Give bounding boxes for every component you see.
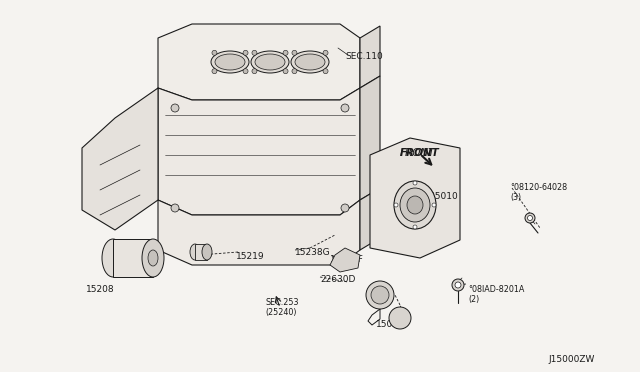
Text: 15219: 15219 [236, 252, 264, 261]
Circle shape [252, 69, 257, 74]
Text: °08120-64028
(3): °08120-64028 (3) [510, 183, 567, 202]
Text: FRONT: FRONT [400, 148, 435, 158]
Circle shape [292, 50, 297, 55]
Polygon shape [360, 76, 380, 200]
Ellipse shape [389, 307, 411, 329]
Polygon shape [82, 88, 158, 230]
Circle shape [171, 204, 179, 212]
Circle shape [292, 69, 297, 74]
Circle shape [455, 282, 461, 288]
Text: 15050: 15050 [376, 320, 404, 329]
Text: 15010: 15010 [430, 192, 459, 201]
Ellipse shape [452, 279, 464, 291]
Ellipse shape [202, 244, 212, 260]
Text: J15000ZW: J15000ZW [548, 355, 595, 364]
Circle shape [432, 203, 436, 207]
Circle shape [394, 203, 398, 207]
Ellipse shape [291, 51, 329, 73]
Ellipse shape [190, 244, 200, 260]
Circle shape [283, 50, 288, 55]
Circle shape [283, 69, 288, 74]
Ellipse shape [211, 51, 249, 73]
Ellipse shape [255, 54, 285, 70]
Circle shape [413, 225, 417, 229]
Ellipse shape [525, 213, 535, 223]
Polygon shape [158, 88, 360, 215]
Text: 15060F: 15060F [330, 255, 364, 264]
Polygon shape [195, 244, 207, 260]
Circle shape [413, 181, 417, 185]
Ellipse shape [102, 239, 124, 277]
Ellipse shape [142, 239, 164, 277]
Polygon shape [330, 248, 360, 272]
Ellipse shape [295, 54, 325, 70]
Circle shape [341, 204, 349, 212]
Text: 22630D: 22630D [320, 275, 355, 284]
Polygon shape [113, 239, 153, 277]
Circle shape [252, 50, 257, 55]
Polygon shape [158, 200, 360, 265]
Polygon shape [158, 24, 360, 100]
Polygon shape [360, 26, 380, 88]
Ellipse shape [400, 188, 430, 222]
Polygon shape [370, 138, 460, 258]
Text: FRONT: FRONT [400, 148, 440, 158]
Circle shape [323, 69, 328, 74]
Text: 15208: 15208 [86, 285, 115, 294]
Ellipse shape [371, 286, 389, 304]
Ellipse shape [394, 181, 436, 229]
Circle shape [212, 69, 217, 74]
Ellipse shape [148, 250, 158, 266]
Circle shape [341, 104, 349, 112]
Circle shape [243, 69, 248, 74]
Circle shape [243, 50, 248, 55]
Polygon shape [360, 188, 380, 250]
Text: SEC.253
(25240): SEC.253 (25240) [265, 298, 298, 317]
Circle shape [323, 50, 328, 55]
Circle shape [212, 50, 217, 55]
Circle shape [527, 215, 532, 221]
Ellipse shape [407, 196, 423, 214]
Ellipse shape [251, 51, 289, 73]
Text: 15238G: 15238G [295, 248, 331, 257]
Text: SEC.110: SEC.110 [345, 52, 383, 61]
Ellipse shape [366, 281, 394, 309]
Text: °08IAD-8201A
(2): °08IAD-8201A (2) [468, 285, 524, 304]
Ellipse shape [215, 54, 245, 70]
Circle shape [171, 104, 179, 112]
